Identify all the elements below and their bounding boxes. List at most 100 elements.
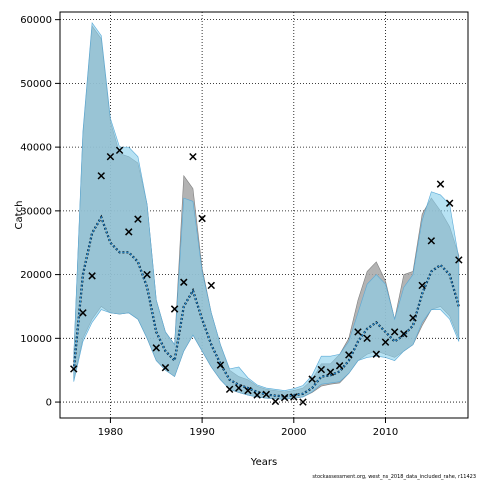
footer-note: stockassessment.org, west_ns_2018_data_i… [312,474,476,480]
observed-catch-point [445,199,454,207]
y-tick-label: 50000 [20,79,52,90]
observed-catch-point [97,172,105,180]
point-cross-stroke [317,365,326,374]
observed-catch-point [418,281,426,290]
point-cross-stroke [106,152,115,161]
observed-catch-point [216,361,225,369]
point-cross-stroke [152,344,160,352]
observed-catch-point [207,281,216,290]
observed-catch-point [79,309,87,317]
x-tick-label: 1990 [189,427,214,438]
confidence-bands [73,22,460,400]
observed-catch-point [326,368,335,376]
y-tick-label: 10000 [20,334,52,345]
point-cross-stroke [115,146,124,155]
y-tick-label: 30000 [20,206,52,217]
y-axis-title: Catch [14,201,25,230]
point-cross-stroke [198,214,206,223]
observed-catch-point [70,365,78,373]
blue-confidence-band [73,22,460,400]
plot-frame [59,11,469,419]
point-cross-stroke [170,305,179,313]
point-cross-stroke [400,330,408,338]
point-cross-stroke [455,256,463,264]
point-cross-stroke [189,152,197,161]
point-cross-stroke [79,309,87,317]
point-cross-stroke [125,228,133,236]
point-cross-stroke [381,338,390,346]
point-cross-stroke [161,363,170,372]
observed-catch-point [244,386,252,395]
x-tick-label: 2000 [281,427,306,438]
observed-catch-point [235,384,243,392]
point-cross-stroke [445,199,454,207]
observed-catch-point [143,270,151,279]
point-cross-stroke [390,328,399,336]
y-tick-label: 0 [46,398,52,409]
observed-catch-point [455,256,463,264]
point-cross-stroke [225,385,234,394]
observed-catch-point [225,385,234,394]
y-tick-label: 20000 [20,270,52,281]
point-cross-stroke [372,350,381,358]
observed-catch-point [427,237,436,245]
observed-catch-point [271,397,280,406]
observed-catch-point [335,362,344,370]
observed-catch-point [189,152,197,161]
point-cross-stroke [244,386,252,395]
observed-catch-point [88,272,96,280]
point-cross-stroke [271,397,280,406]
observed-markers [70,146,463,406]
point-cross-stroke [335,362,344,370]
observed-catch-point [280,393,289,402]
point-cross-stroke [409,314,417,322]
axes: 1980 1990 2000 2010 0 10000 20000 30000 40000 500… [20,15,398,438]
x-tick-label: 1980 [98,427,123,438]
point-cross-stroke [235,384,243,392]
observed-catch-point [198,214,206,223]
observed-catch-point [290,393,298,401]
x-tick-label: 2010 [373,427,398,438]
point-cross-stroke [427,237,436,245]
observed-catch-point [381,338,390,346]
point-cross-stroke [326,368,335,376]
point-cross-stroke [363,334,371,343]
point-cross-stroke [345,351,353,359]
point-cross-stroke [253,391,261,399]
observed-catch-point [152,344,160,352]
point-cross-stroke [436,180,445,188]
point-cross-stroke [299,398,307,406]
observed-catch-point [354,328,362,336]
y-tick-label: 60000 [20,15,52,26]
observed-catch-point [299,398,307,406]
observed-catch-point [262,390,271,399]
point-cross-stroke [134,215,142,223]
observed-catch-point [363,334,371,343]
observed-catch-point [409,314,417,322]
observed-catch-point [180,278,188,286]
point-cross-stroke [70,365,78,373]
observed-catch-point [134,215,142,223]
point-cross-stroke [262,390,271,399]
observed-catch-point [170,305,179,313]
point-cross-stroke [354,328,362,336]
point-cross-stroke [88,272,96,280]
point-cross-stroke [97,172,105,180]
observed-catch-point [390,328,399,336]
observed-catch-point [345,351,353,359]
observed-catch-point [106,152,115,161]
observed-catch-point [308,375,316,383]
observed-catch-point [317,365,326,374]
observed-catch-point [115,146,124,155]
observed-catch-point [253,391,261,399]
point-cross-stroke [418,281,426,290]
observed-catch-point [125,228,133,236]
observed-catch-point [436,180,445,188]
point-cross-stroke [180,278,188,286]
point-cross-stroke [143,270,151,279]
point-cross-stroke [280,393,289,402]
x-axis-title: Years [250,457,277,468]
point-cross-stroke [308,375,316,383]
observed-catch-point [372,350,381,358]
